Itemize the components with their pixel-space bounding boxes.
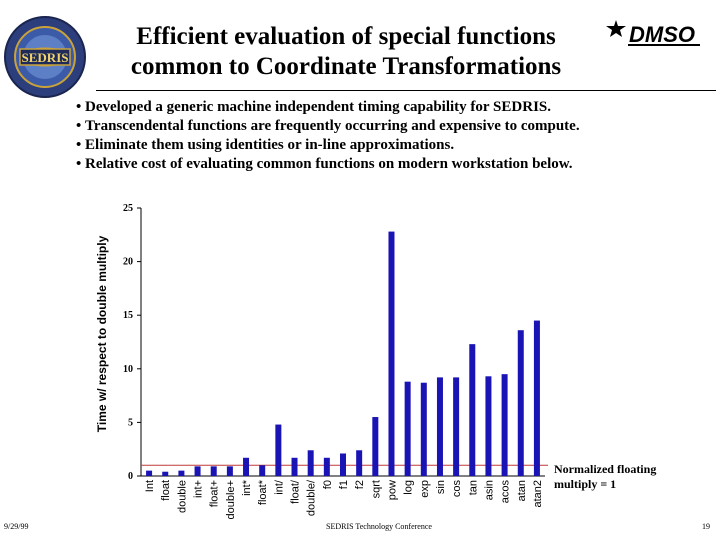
bar: [517, 330, 524, 476]
footer-center: SEDRIS Technology Conference: [326, 522, 432, 531]
x-tick-label: double+: [225, 480, 237, 519]
bullet-item: Eliminate them using identities or in-li…: [76, 136, 716, 155]
y-axis-label: Time w/ respect to double multiply: [95, 235, 109, 432]
bar: [356, 450, 363, 476]
y-tick-label: 0: [128, 471, 133, 482]
y-tick-label: 20: [123, 257, 133, 268]
svg-text:SEDRIS: SEDRIS: [22, 50, 69, 65]
bullet-list: Developed a generic machine independent …: [76, 98, 716, 174]
title-line-2: common to Coordinate Transformations: [130, 53, 562, 80]
x-tick-label: log: [403, 480, 415, 495]
title-line-1: Efficient evaluation of special function…: [136, 23, 556, 50]
bar: [372, 417, 379, 476]
bar: [436, 377, 443, 476]
bar: [420, 382, 427, 476]
normalized-note: Normalized floating multiply = 1: [554, 462, 657, 491]
x-tick-label: int/: [273, 479, 285, 495]
bar: [259, 465, 266, 476]
y-tick-label: 5: [128, 417, 133, 428]
x-tick-label: float*: [257, 479, 269, 505]
x-tick-label: Int: [144, 480, 156, 492]
bar: [469, 344, 476, 476]
x-tick-label: sqrt: [370, 480, 382, 498]
x-tick-label: f0: [322, 480, 334, 489]
bar: [210, 466, 217, 476]
bar: [162, 471, 169, 476]
x-tick-label: atan2: [532, 480, 544, 508]
x-tick-label: cos: [451, 480, 463, 498]
x-tick-label: f2: [354, 480, 366, 489]
x-tick-label: float: [160, 480, 172, 501]
x-tick-label: double: [176, 480, 188, 513]
x-tick-label: int*: [241, 479, 253, 496]
bar: [340, 453, 346, 476]
bar: [291, 457, 298, 476]
y-tick-label: 10: [123, 364, 133, 375]
bar: [533, 320, 540, 476]
x-tick-label: double/: [306, 479, 318, 516]
bullet-item: Transcendental functions are frequently …: [76, 117, 716, 136]
footer-date: 9/29/99: [4, 522, 29, 531]
bar: [275, 424, 282, 476]
bar: [307, 450, 314, 476]
bar: [226, 466, 233, 476]
bullet-item: Developed a generic machine independent …: [76, 98, 716, 117]
bar: [453, 377, 460, 476]
x-tick-label: acos: [500, 480, 512, 504]
bar: [485, 376, 492, 476]
bar: [178, 470, 185, 476]
x-tick-label: int+: [193, 480, 205, 498]
y-tick-label: 25: [123, 203, 133, 214]
bar: [243, 457, 250, 476]
footer-page: 19: [702, 522, 710, 531]
x-tick-label: asin: [483, 480, 495, 500]
bar: [501, 374, 508, 476]
title-underline: [96, 90, 716, 91]
x-tick-label: exp: [419, 480, 431, 498]
slide-title: Efficient evaluation of special function…: [96, 22, 596, 82]
bullet-item: Relative cost of evaluating common funct…: [76, 155, 716, 174]
sedris-logo: SEDRIS: [4, 16, 86, 98]
x-tick-label: float/: [290, 479, 302, 504]
x-tick-label: tan: [467, 480, 479, 495]
x-tick-label: float+: [209, 480, 221, 507]
bar: [323, 457, 330, 476]
dmso-logo: DMSO: [606, 20, 700, 47]
svg-text:DMSO: DMSO: [629, 22, 695, 47]
bar: [146, 470, 153, 476]
x-tick-label: sin: [435, 480, 447, 494]
x-tick-label: f1: [338, 480, 350, 489]
bar: [404, 381, 411, 476]
bar: [194, 466, 201, 476]
bar: [388, 231, 395, 476]
x-tick-label: pow: [386, 480, 398, 500]
y-tick-label: 15: [123, 310, 133, 321]
x-tick-label: atan: [516, 480, 528, 501]
